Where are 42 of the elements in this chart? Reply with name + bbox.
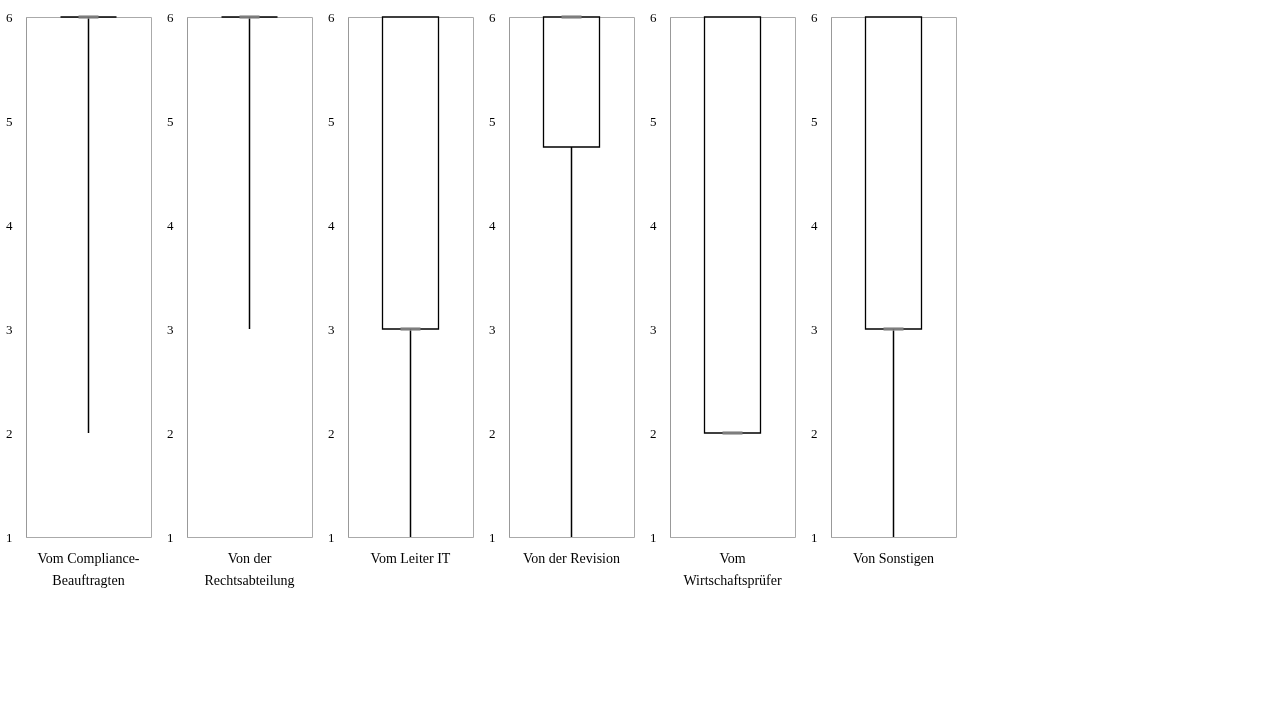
y-tick-label: 5 — [6, 113, 13, 129]
y-tick-label: 5 — [489, 113, 496, 129]
y-tick-label: 2 — [328, 425, 335, 441]
y-tick-label: 3 — [489, 321, 496, 337]
y-tick-label: 3 — [811, 321, 818, 337]
y-tick-label: 2 — [489, 425, 496, 441]
y-tick-label: 2 — [6, 425, 13, 441]
y-tick-label: 3 — [650, 321, 657, 337]
y-tick-label: 1 — [650, 529, 657, 545]
y-tick-label: 6 — [489, 9, 496, 25]
y-tick-label: 1 — [811, 529, 818, 545]
x-tick-label: Von Sonstigen — [852, 550, 935, 566]
y-tick-label: 5 — [167, 113, 174, 129]
y-tick-label: 3 — [328, 321, 335, 337]
x-tick-label: Von der Revision — [523, 550, 620, 566]
y-tick-label: 6 — [650, 9, 657, 25]
y-tick-label: 2 — [811, 425, 818, 441]
x-tick-label: Von der Rechtsabteilung — [204, 550, 295, 588]
y-tick-label: 1 — [167, 529, 174, 545]
y-tick-label: 5 — [650, 113, 657, 129]
y-tick-label: 4 — [811, 217, 818, 233]
y-tick-label: 4 — [489, 217, 496, 233]
y-tick-label: 4 — [650, 217, 657, 233]
y-tick-label: 1 — [489, 529, 496, 545]
y-tick-label: 4 — [167, 217, 174, 233]
y-tick-label: 1 — [328, 529, 335, 545]
y-tick-label: 1 — [6, 529, 13, 545]
y-tick-label: 2 — [167, 425, 174, 441]
y-tick-label: 4 — [6, 217, 13, 233]
x-tick-label: Vom Wirtschaftsprüfer — [683, 550, 782, 588]
x-tick-label: Vom Leiter IT — [370, 550, 451, 566]
y-tick-label: 3 — [167, 321, 174, 337]
x-tick-label: Vom Compliance-Beauftragten — [37, 550, 140, 588]
y-tick-label: 5 — [811, 113, 818, 129]
y-tick-label: 5 — [328, 113, 335, 129]
y-tick-label: 6 — [167, 9, 174, 25]
y-tick-label: 6 — [6, 9, 13, 25]
y-tick-label: 6 — [811, 9, 818, 25]
y-tick-label: 3 — [6, 321, 13, 337]
y-tick-label: 6 — [328, 9, 335, 25]
y-tick-label: 2 — [650, 425, 657, 441]
y-tick-label: 4 — [328, 217, 335, 233]
